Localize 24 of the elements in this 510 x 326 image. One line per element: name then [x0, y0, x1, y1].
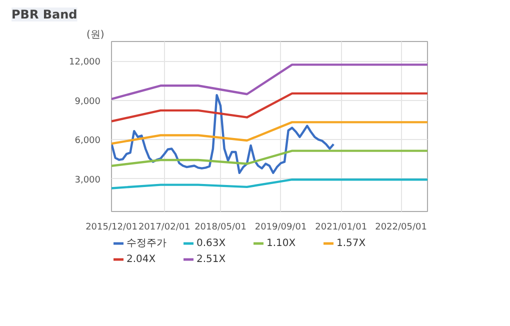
x-tick-label: 2015/12/01: [86, 222, 138, 232]
x-tick-label: 2018/05/01: [194, 222, 246, 232]
legend-label: 1.10X: [266, 238, 296, 249]
line-series: [112, 178, 428, 190]
legend-label: 2.51X: [196, 254, 226, 265]
y-tick-label: 12,000: [69, 58, 101, 68]
line-series: [112, 92, 428, 122]
line-series: [112, 121, 428, 145]
line-series: [112, 94, 335, 174]
x-tick-label: 2019/09/01: [254, 222, 307, 232]
chart-title: PBR Band: [12, 8, 78, 22]
y-tick-label: 6,000: [74, 136, 101, 146]
y-tick-label: 9,000: [74, 96, 101, 107]
legend-label: 1.57X: [336, 238, 366, 249]
line-series: [112, 150, 428, 167]
legend-label: 수정주가: [126, 238, 166, 249]
legend-label: 2.04X: [126, 254, 156, 265]
line-series: [112, 64, 428, 100]
y-tick-label: 3,000: [74, 175, 101, 186]
y-axis-title: (원): [86, 30, 104, 40]
x-tick-label: 2021/01/01: [315, 222, 368, 232]
x-tick-label: 2022/05/01: [375, 222, 427, 232]
legend-label: 0.63X: [196, 238, 226, 249]
x-tick-label: 2017/02/01: [138, 222, 190, 232]
